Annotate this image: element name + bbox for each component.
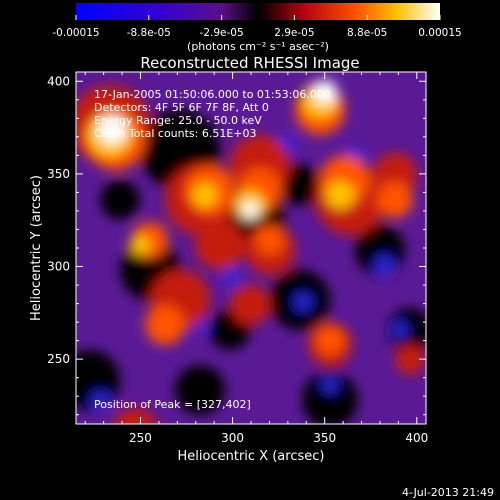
heatmap-blob <box>280 165 320 205</box>
colorbar-tick-label: 8.8e-05 <box>347 27 387 39</box>
heatmap-blob <box>145 305 185 345</box>
heatmap-blob <box>374 255 394 275</box>
annotation-line: Detectors: 4F 5F 6F 7F 8F, Att 0 <box>94 101 269 114</box>
axis-ticks <box>76 72 426 424</box>
y-axis-label: Heliocentric Y (arcsec) <box>29 175 44 321</box>
heatmap-blob <box>326 181 354 209</box>
x-tick-label: 400 <box>405 431 428 445</box>
colorbar-ticks <box>75 15 441 20</box>
chart-title: Reconstructed RHESSI Image <box>140 54 359 72</box>
colorbar-tick-label: -8.8e-05 <box>127 27 171 39</box>
y-tick-labels: 250 300 350 400 <box>47 74 70 366</box>
annotation-line: Clean Total counts: 6.51E+03 <box>94 127 257 140</box>
heatmap-blob <box>315 325 345 355</box>
heatmap-blob <box>113 408 157 424</box>
heatmap-blob <box>294 293 312 311</box>
x-axis-label: Heliocentric X (arcsec) <box>178 449 325 464</box>
colorbar-tick-label: 2.9e-05 <box>274 27 314 39</box>
colorbar <box>76 3 440 20</box>
y-tick-label: 400 <box>47 74 70 88</box>
heatmap-blob <box>313 80 337 104</box>
heatmap-blob <box>302 372 358 424</box>
heatmap-blob <box>91 391 109 409</box>
y-tick-label: 350 <box>47 167 70 181</box>
heatmap-image <box>76 72 426 424</box>
x-tick-label: 300 <box>221 431 244 445</box>
colorbar-tick-label: 0.00015 <box>418 27 461 39</box>
heatmap-blob <box>130 235 150 255</box>
heatmap-blob <box>76 350 120 410</box>
heatmap-blob <box>255 225 285 255</box>
colorbar-tick-label: -0.00015 <box>52 27 99 39</box>
x-tick-label: 350 <box>313 431 336 445</box>
heatmap-blob <box>98 116 126 144</box>
heatmap-blob <box>100 180 140 220</box>
colorbar-tick-labels: -0.00015 -8.8e-05 -2.9e-05 2.9e-05 8.8e-05 0.… <box>52 27 461 39</box>
annotation-line: Energy Range: 25.0 - 50.0 keV <box>94 114 262 127</box>
heatmap-blob <box>193 183 217 207</box>
heatmap-blob <box>223 268 241 286</box>
heatmap-blob <box>242 202 258 218</box>
heatmap-blob <box>175 365 225 415</box>
heatmap-blob <box>395 345 425 375</box>
heatmap-blob <box>392 322 408 338</box>
y-tick-label: 250 <box>47 352 70 366</box>
image-annotations: 17-Jan-2005 01:50:06.000 to 01:53:06.000… <box>94 88 331 140</box>
footer-timestamp: 4-Jul-2013 21:49 <box>402 486 494 499</box>
peak-position-label: Position of Peak = [327,402] <box>94 398 251 411</box>
x-tick-labels: 250 300 350 400 <box>129 431 428 445</box>
y-tick-label: 300 <box>47 260 70 274</box>
x-tick-label: 250 <box>129 431 152 445</box>
heatmap-blob <box>230 285 270 325</box>
colorbar-unit-label: (photons cm⁻² s⁻¹ asec⁻²) <box>187 40 329 53</box>
heatmap-blob <box>377 182 413 218</box>
heatmap-blob <box>322 377 338 393</box>
annotation-line: 17-Jan-2005 01:50:06.000 to 01:53:06.000 <box>94 88 331 101</box>
heatmap-blob <box>195 220 245 270</box>
colorbar-tick-label: -2.9e-05 <box>200 27 244 39</box>
